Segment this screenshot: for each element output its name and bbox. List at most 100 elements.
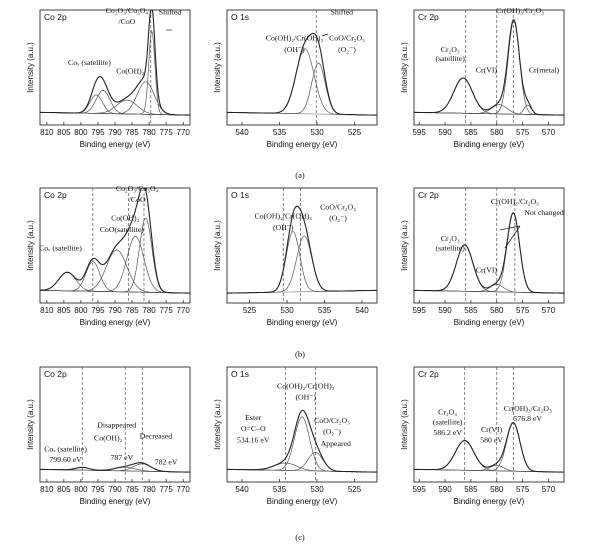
peak-annotation: (satellite) <box>435 243 465 252</box>
x-tick-label: 775 <box>159 128 173 137</box>
y-axis-label: Intensity (a.u.) <box>400 399 409 450</box>
peak-annotation: /CoO <box>129 195 146 204</box>
x-tick-label: 580 <box>490 306 504 315</box>
plot-frame <box>39 366 191 483</box>
x-axis-label: Binding energy (eV) <box>267 140 338 149</box>
peak-annotation: (OH⁻) <box>295 393 316 402</box>
element-label: Co 2p <box>44 12 67 22</box>
annotation-arrow <box>499 225 521 231</box>
plot-frame <box>226 366 378 483</box>
peak-annotation: CoO(satellite) <box>100 225 145 234</box>
peak-annotation: (satellite) <box>433 418 463 427</box>
spectrum-panel: 540 535 530 525 Binding energy (eV) Intensity… <box>213 8 378 149</box>
x-tick-label: 525 <box>348 128 362 137</box>
x-axis-label: Binding energy (eV) <box>80 140 151 149</box>
spectrum-panel: 810 805 800 795 790 785 780 775 770 Binding energ… <box>26 184 190 327</box>
x-tick-label: 785 <box>125 485 139 494</box>
x-axis-label: Binding energy (eV) <box>267 497 338 506</box>
x-tick-label: 535 <box>273 128 287 137</box>
x-tick-label: 805 <box>57 128 71 137</box>
y-axis-label: Intensity (a.u.) <box>213 399 222 450</box>
x-tick-label: 800 <box>74 128 88 137</box>
peak-annotation: CoO/Cr₂O₃ <box>320 202 356 211</box>
element-label: Cr 2p <box>418 190 439 200</box>
peak-annotation: Cr₂O₃ <box>441 234 460 243</box>
peak-annotation: Coₓ (satellite) <box>44 445 87 454</box>
x-axis-label: Binding energy (eV) <box>454 318 525 327</box>
spectrum-envelope <box>227 205 377 294</box>
peak-annotation: Co₂O₃/Co₃O₄ <box>116 184 159 193</box>
spectrum-panel: 595 590 585 580 575 570 Binding energy (eV) Int… <box>400 187 565 327</box>
annotation-arrow <box>321 33 329 37</box>
peak-annotation: Co(OH)₂ <box>111 214 140 223</box>
x-tick-label: 580 <box>490 128 504 137</box>
peak-annotation: (OH⁻) <box>284 45 305 54</box>
peak-annotation: 586.2 eV <box>433 428 462 437</box>
spectrum-envelope <box>39 9 190 116</box>
x-tick-label: 770 <box>177 306 191 315</box>
peak-annotation: Co(OH)₂ <box>116 66 145 75</box>
y-axis-label: Intensity (a.u.) <box>213 220 222 271</box>
x-tick-label: 595 <box>412 485 426 494</box>
peak-annotation: Not changed <box>524 208 564 217</box>
x-tick-label: 575 <box>516 306 530 315</box>
x-tick-label: 785 <box>125 128 139 137</box>
x-tick-label: 525 <box>348 485 362 494</box>
peak-annotation: (O₂⁻) <box>338 45 356 54</box>
peak-annotation: Cr₂O₃ <box>441 45 460 54</box>
x-axis-label: Binding energy (eV) <box>80 497 151 506</box>
x-tick-label: 775 <box>159 485 173 494</box>
x-tick-label: 580 <box>490 485 504 494</box>
element-label: Cr 2p <box>418 369 439 379</box>
peak-annotation: (O₂⁻) <box>323 427 341 436</box>
spectrum-panel: 525 530 535 540 Binding energy (eV) Intensity… <box>213 187 378 327</box>
spectrum-envelope <box>413 212 564 294</box>
spectrum-panel: 810 805 800 795 790 785 780 775 770 Binding energ… <box>26 366 191 506</box>
x-tick-label: 575 <box>516 485 530 494</box>
x-tick-label: 805 <box>57 306 71 315</box>
peak-annotation: Cr(VI) <box>481 425 503 434</box>
row-caption: (c) <box>295 532 305 542</box>
x-tick-label: 790 <box>108 128 122 137</box>
plot-frame <box>39 9 191 126</box>
x-tick-label: 810 <box>40 306 54 315</box>
figure-row-2: (c) 810 805 800 795 790 785 780 775 770 Binding en… <box>26 366 565 542</box>
peak-annotation: Disappeared <box>97 421 136 430</box>
peak-annotation: (O₂⁻) <box>329 214 347 223</box>
x-tick-label: 770 <box>177 128 191 137</box>
x-axis-label: Binding energy (eV) <box>80 318 151 327</box>
spectrum-envelope <box>226 409 377 473</box>
x-tick-label: 810 <box>40 128 54 137</box>
peak-annotation: 787 eV <box>110 453 133 462</box>
peak-annotation: Coₓ (satellite) <box>68 58 111 67</box>
peak-annotation: Decreased <box>140 432 173 441</box>
element-label: Co 2p <box>44 369 67 379</box>
x-tick-label: 775 <box>159 306 173 315</box>
plot-frame <box>413 366 565 483</box>
spectrum-envelope <box>226 32 377 116</box>
y-axis-label: Intensity (a.u.) <box>26 399 35 450</box>
peak-annotation: 799.60 eV <box>49 455 82 464</box>
x-tick-label: 595 <box>412 306 426 315</box>
spectrum-panel: 540 535 530 525 Binding energy (eV) Intensity… <box>213 366 378 506</box>
spectrum-panel: 595 590 585 580 575 570 Binding energy (eV) Int… <box>400 366 565 506</box>
spectrum-envelope <box>413 18 564 116</box>
x-tick-label: 570 <box>542 306 556 315</box>
peak-annotation: CoO/Cr₂O₃ <box>329 34 365 43</box>
x-tick-label: 525 <box>243 306 257 315</box>
peak-annotation: 534.16 eV <box>237 435 270 444</box>
peak-annotation: Cr(VI) <box>476 266 498 275</box>
element-label: O 1s <box>231 190 249 200</box>
x-axis-label: Binding energy (eV) <box>454 497 525 506</box>
peak-annotation: Coₓ (satellite) <box>39 243 82 252</box>
x-tick-label: 780 <box>142 128 156 137</box>
x-tick-label: 810 <box>40 485 54 494</box>
x-tick-label: 790 <box>108 306 122 315</box>
peak-annotation: Cr₂O₃ <box>438 407 457 416</box>
spectrum-envelope <box>40 187 190 294</box>
peak-annotation: (OH⁻) <box>273 223 294 232</box>
figure-row-0: (a) 810 805 800 795 790 785 780 775 770 Binding en… <box>26 6 565 180</box>
y-axis-label: Intensity (a.u.) <box>26 220 35 271</box>
peak-annotation: Cr(OH)₃/Cr₂O₃ <box>491 197 539 206</box>
